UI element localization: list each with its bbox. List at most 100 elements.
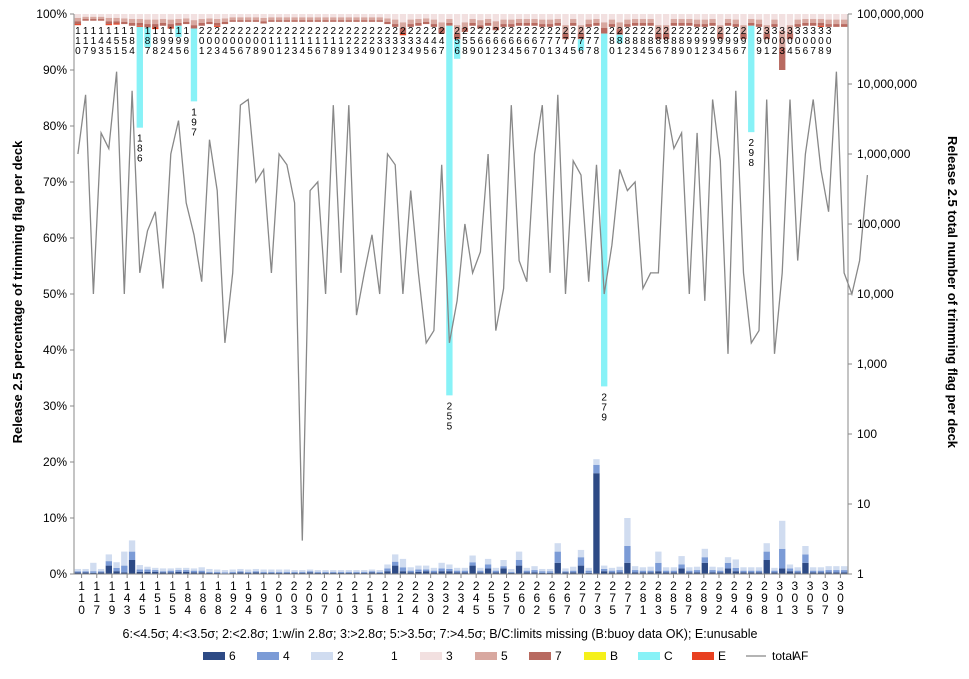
bar-segment-6 (399, 571, 407, 574)
bar-segment-5 (206, 18, 213, 22)
bar-segment-5 (639, 19, 647, 23)
bar-segment-3 (554, 14, 561, 20)
bar-segment-5 (237, 17, 244, 21)
bar-segment-4 (159, 571, 167, 573)
bar-segment-4 (825, 570, 832, 573)
bar-segment-4 (732, 567, 739, 572)
bar-segment-2 (407, 567, 414, 571)
bar-segment-4 (678, 564, 685, 569)
bar-segment-2 (175, 567, 182, 571)
bar-segment-2 (376, 570, 383, 572)
bar-segment-5 (693, 19, 701, 25)
y-right-axis-title: Release 2.5 total number of trimming fla… (945, 136, 960, 449)
bar-segment-5 (330, 17, 337, 21)
y-left-axis-title: Release 2.5 percentage of trimming flag … (10, 140, 25, 443)
y-right-tick-label: 10 (857, 497, 871, 511)
legend-label-7: 7 (555, 649, 562, 663)
bar-segment-2 (97, 568, 105, 572)
bar-segment-4 (593, 464, 600, 474)
bar-segment-7 (693, 24, 701, 27)
bar-segment-5 (554, 19, 561, 23)
bar-segment-6 (229, 572, 236, 574)
bar-segment-4 (693, 570, 701, 573)
bar-segment-3 (237, 14, 244, 18)
bar-segment-4 (399, 567, 407, 572)
bar-segment-3 (755, 14, 763, 20)
bar-segment-5 (469, 19, 476, 23)
bar-segment-3 (291, 14, 298, 18)
bar-segment-3 (97, 14, 105, 17)
bar-segment-C (616, 34, 623, 44)
bar-segment-7 (306, 20, 314, 22)
y-right-tick-label: 100 (857, 427, 877, 441)
bar-segment-5 (244, 17, 252, 21)
bar-segment-6 (453, 572, 461, 574)
bar-segment-3 (840, 14, 848, 20)
bar-segment-2 (608, 567, 616, 571)
bar-segment-5 (399, 22, 407, 28)
bar-segment-C (601, 33, 608, 387)
bar-segment-7 (214, 22, 221, 26)
bar-segment-2 (121, 551, 128, 566)
bar-segment-3 (260, 14, 267, 18)
bar-segment-E (74, 24, 82, 26)
bar-segment-C (453, 39, 461, 59)
bar-segment-2 (500, 560, 507, 567)
bar-segment-7 (601, 28, 608, 34)
bar-segment-3 (724, 14, 732, 20)
bar-segment-5 (113, 17, 120, 22)
bar-segment-7 (639, 22, 647, 26)
legend-label-E: E (718, 649, 726, 663)
bar-segment-E (817, 25, 825, 27)
bar-segment-2 (74, 568, 82, 572)
bar-segment-4 (562, 571, 569, 573)
bar-segment-7 (678, 22, 685, 26)
bar-segment-7 (670, 22, 678, 26)
bar-segment-7 (809, 22, 817, 26)
bar-segment-7 (484, 22, 492, 26)
bar-segment-C (144, 27, 151, 48)
bar-segment-3 (500, 14, 507, 20)
bar-segment-5 (601, 22, 608, 28)
bar-segment-7 (97, 19, 105, 21)
bar-segment-7 (500, 24, 507, 27)
bar-segment-5 (755, 19, 763, 25)
bar-segment-4 (121, 565, 128, 573)
bar-segment-3 (229, 14, 236, 18)
bar-segment-4 (237, 571, 244, 573)
bar-segment-2 (361, 570, 368, 572)
bar-segment-4 (709, 570, 716, 573)
bar-segment-2 (244, 569, 252, 572)
y-left-tick-label: 80% (43, 119, 67, 133)
bar-segment-C (577, 39, 585, 51)
bar-segment-5 (415, 19, 422, 23)
bar-segment-5 (430, 19, 438, 25)
bar-segment-3 (384, 14, 391, 19)
bar-segment-4 (446, 568, 453, 572)
bar-segment-3 (152, 14, 159, 20)
bar-segment-5 (345, 17, 352, 21)
